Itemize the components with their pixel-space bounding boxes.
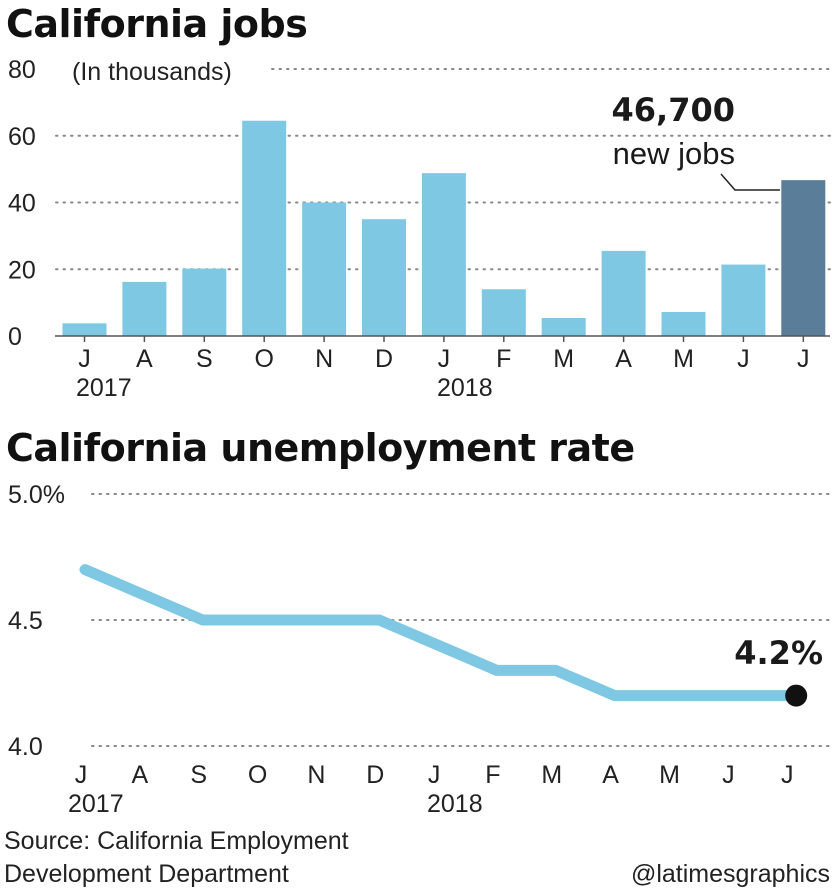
unemployment-chart-title: California unemployment rate (6, 426, 635, 470)
rate-y-tick-label: 5.0% (8, 481, 65, 509)
rate-end-label: 4.2% (734, 634, 823, 672)
jobs-x-tick-label: A (136, 345, 153, 373)
jobs-bar (781, 180, 826, 336)
jobs-x-tick-label: J (438, 345, 451, 373)
jobs-annotation-leader (720, 173, 780, 191)
jobs-bar (601, 250, 646, 336)
rate-x-tick-label: S (190, 761, 207, 789)
source-line-2: Development Department (4, 860, 289, 888)
jobs-x-tick-label: M (553, 345, 574, 373)
jobs-bar (362, 219, 406, 336)
rate-end-point (785, 684, 808, 707)
rate-x-tick-label: M (541, 761, 562, 789)
rate-y-ticks: 4.0 4.5 5.0% (8, 481, 65, 761)
jobs-bar (661, 311, 706, 336)
jobs-y-ticks: 0 20 40 60 80 (8, 56, 36, 351)
jobs-y-tick-label: 80 (8, 56, 36, 84)
jobs-x-tick-label: F (496, 345, 511, 373)
jobs-x-tick-label: N (315, 345, 333, 373)
jobs-bar (242, 120, 287, 336)
jobs-year-2018: 2018 (437, 374, 493, 402)
jobs-bar (302, 202, 347, 336)
jobs-annotation-text: new jobs (613, 136, 735, 171)
jobs-bar (62, 323, 107, 336)
rate-x-tick-label: O (248, 761, 267, 789)
jobs-x-tick-label: J (78, 345, 91, 373)
rate-x-tick-label: J (75, 761, 88, 789)
jobs-y-unit-label: (In thousands) (72, 58, 232, 86)
jobs-y-tick-label: 0 (8, 323, 22, 351)
rate-x-tick-label: A (132, 761, 149, 789)
jobs-annotation-value: 46,700 (612, 91, 735, 129)
rate-year-2018: 2018 (427, 790, 483, 818)
jobs-bar (122, 281, 167, 336)
rate-x-tick-label: D (366, 761, 384, 789)
jobs-x-tick-label: J (737, 345, 750, 373)
jobs-x-tick-label: S (196, 345, 213, 373)
jobs-bar (421, 173, 466, 336)
rate-y-tick-label: 4.5 (8, 607, 43, 635)
jobs-bar (721, 264, 766, 336)
jobs-chart-title: California jobs (6, 2, 307, 46)
rate-x-tick-label: J (722, 761, 735, 789)
rate-year-2017: 2017 (68, 790, 124, 818)
jobs-y-tick-label: 60 (8, 123, 36, 151)
rate-line (79, 564, 797, 702)
jobs-x-tick-label: A (615, 345, 632, 373)
jobs-y-tick-label: 20 (8, 256, 36, 284)
jobs-x-tick-label: O (254, 345, 273, 373)
jobs-chart: California jobs 0 20 40 60 80 (In thousands)… (6, 2, 831, 402)
source-line-1: Source: California Employment (4, 827, 349, 855)
jobs-bar (481, 289, 526, 336)
rate-gridlines (91, 493, 831, 747)
jobs-x-tick-label: D (375, 345, 393, 373)
jobs-x-tick-label: M (673, 345, 694, 373)
unemployment-chart: California unemployment rate 4.04.55.0% … (6, 426, 831, 818)
rate-x-tick-label: M (659, 761, 680, 789)
credit: @latimesgraphics (631, 860, 830, 888)
rate-x-tick-label: J (781, 761, 794, 789)
rate-x-tick-label: F (485, 761, 500, 789)
jobs-bar (182, 268, 227, 336)
jobs-year-2017: 2017 (76, 374, 132, 402)
rate-series (79, 564, 808, 707)
jobs-bars (62, 120, 826, 336)
rate-x-tick-label: N (307, 761, 325, 789)
jobs-bar (541, 317, 586, 336)
rate-y-tick-label: 4.0 (8, 733, 43, 761)
jobs-x-tick-label: J (797, 345, 810, 373)
jobs-y-tick-label: 40 (8, 190, 36, 218)
rate-x-tick-label: A (602, 761, 619, 789)
rate-x-tick-label: J (428, 761, 441, 789)
